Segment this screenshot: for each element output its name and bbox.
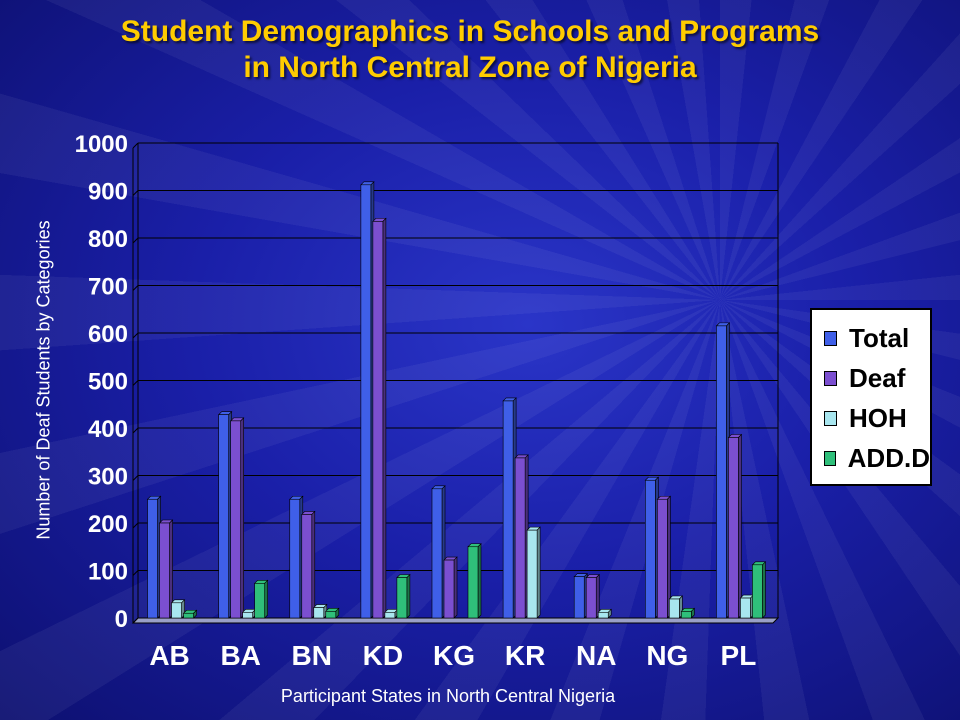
bar-hoh-pl xyxy=(740,597,751,619)
bar-hoh-bn xyxy=(313,607,325,619)
y-tick-label: 200 xyxy=(88,511,128,538)
bar-addd-kd xyxy=(396,577,408,619)
bar-deaf-ba xyxy=(230,420,241,619)
bar-total-kr xyxy=(502,400,514,619)
bar-side-addd-ba xyxy=(264,579,268,619)
bar-side-deaf-kd xyxy=(382,217,387,619)
bar-addd-bn xyxy=(325,611,337,619)
y-tick-label: 100 xyxy=(88,559,128,586)
x-tick-label-ng: NG xyxy=(646,640,688,671)
bar-total-kd xyxy=(360,184,372,619)
x-tick-label-ba: BA xyxy=(220,640,260,671)
bar-side-addd-kg xyxy=(477,543,482,619)
x-axis-label: Participant States in North Central Nige… xyxy=(280,686,616,706)
legend-swatch xyxy=(824,410,837,426)
chart-title-line-2: in North Central Zone of Nigeria xyxy=(243,51,697,84)
bar-total-ab xyxy=(147,498,158,619)
legend-label: ADD.D xyxy=(847,442,930,473)
bar-addd-ba xyxy=(254,583,265,619)
bar-side-deaf-pl xyxy=(738,433,742,619)
x-tick-label-na: NA xyxy=(576,640,616,671)
bar-deaf-kd xyxy=(372,221,384,619)
bar-addd-pl xyxy=(752,564,763,619)
bar-deaf-pl xyxy=(728,437,739,619)
x-tick-label-kg: KG xyxy=(433,640,475,671)
legend-item-total: Total xyxy=(824,318,930,358)
bar-addd-kg xyxy=(467,546,479,619)
x-tick-label-kr: KR xyxy=(505,640,545,671)
gridline-depth xyxy=(132,570,139,576)
bar-deaf-ng xyxy=(657,498,668,619)
y-tick-label: 400 xyxy=(88,416,128,443)
y-tick-label: 500 xyxy=(88,369,128,396)
gridline-depth xyxy=(132,142,139,149)
bar-total-ba xyxy=(218,414,229,619)
y-tick-label: 700 xyxy=(88,274,128,301)
bar-hoh-ab xyxy=(171,602,182,619)
legend-swatch xyxy=(824,330,837,346)
gridline-depth xyxy=(132,617,139,624)
legend-swatch xyxy=(824,450,836,466)
y-tick-label: 1000 xyxy=(75,131,128,158)
chart-floor xyxy=(131,617,780,624)
bar-side-addd-kd xyxy=(406,573,411,619)
y-tick-label: 300 xyxy=(88,464,128,491)
gridline-depth xyxy=(132,522,139,529)
bar-deaf-ab xyxy=(159,522,170,619)
legend-item-deaf: Deaf xyxy=(824,358,930,398)
gridline-depth xyxy=(132,475,139,481)
x-tick-label-bn: BN xyxy=(292,640,332,671)
legend-item-hoh: HOH xyxy=(824,398,930,438)
x-tick-label-pl: PL xyxy=(721,640,757,671)
bar-addd-ab xyxy=(183,612,194,619)
bar-hoh-na xyxy=(597,611,609,619)
bar-total-bn xyxy=(289,498,301,619)
x-tick-label-kd: KD xyxy=(363,640,403,671)
y-tick-label: 0 xyxy=(115,606,128,633)
bar-hoh-kd xyxy=(384,611,396,619)
x-tick-label-ab: AB xyxy=(149,640,189,671)
gridline-depth xyxy=(132,285,139,291)
legend-label: Deaf xyxy=(849,362,906,393)
chart-title-line-1: Student Demographics in Schools and Prog… xyxy=(120,15,820,48)
bar-side-addd-pl xyxy=(762,561,766,619)
chart-title: Student Demographics in Schools and Prog… xyxy=(20,14,920,86)
gridline-depth xyxy=(132,427,139,434)
bar-side-deaf-ba xyxy=(240,417,244,619)
bar-hoh-ba xyxy=(242,611,253,619)
legend-label: HOH xyxy=(849,402,907,433)
bar-hoh-kr xyxy=(526,529,538,619)
gridline-depth xyxy=(132,332,139,339)
y-tick-label: 800 xyxy=(88,226,128,253)
gridline-depth xyxy=(132,190,139,196)
y-tick-label: 600 xyxy=(88,321,128,348)
bar-total-ng xyxy=(645,479,656,619)
bar-total-kg xyxy=(431,488,443,619)
bar-total-na xyxy=(573,576,585,619)
y-tick-label: 900 xyxy=(88,179,128,206)
bar-deaf-kg xyxy=(443,559,455,619)
legend-item-addd: ADD.D xyxy=(824,438,930,478)
bar-side-deaf-bn xyxy=(311,510,316,619)
bar-addd-ng xyxy=(681,611,692,619)
bar-deaf-bn xyxy=(301,514,313,619)
bar-hoh-ng xyxy=(669,598,680,619)
gridline-depth xyxy=(132,380,139,386)
bar-side-hoh-kr xyxy=(536,526,541,619)
chart-legend: Total Deaf HOH ADD.D xyxy=(810,308,932,486)
bar-deaf-na xyxy=(585,577,597,619)
bar-side-deaf-kg xyxy=(453,556,458,619)
bar-total-pl xyxy=(716,325,727,619)
y-axis-label: Number of Deaf Students by Categories xyxy=(33,220,54,540)
legend-label: Total xyxy=(849,322,910,353)
bar-deaf-kr xyxy=(514,457,526,619)
legend-swatch xyxy=(824,370,837,386)
gridline-depth xyxy=(132,237,139,244)
